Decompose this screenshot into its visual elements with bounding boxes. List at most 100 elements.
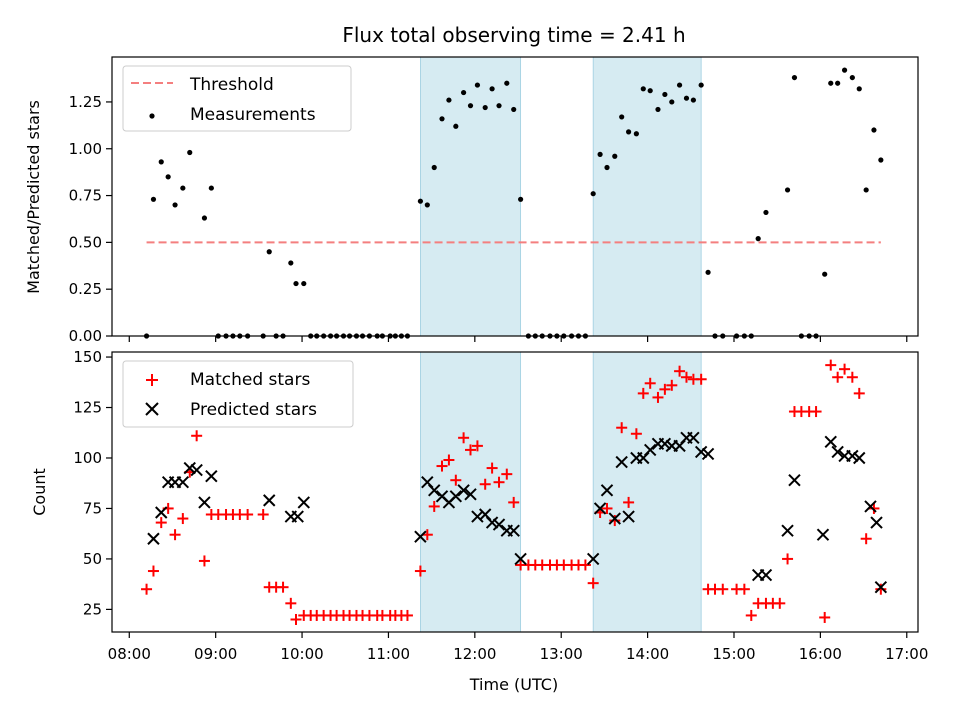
measurement-point [489, 86, 495, 92]
matched-star-point [774, 597, 786, 609]
predicted-star-point [870, 516, 883, 529]
predicted-star-point [291, 510, 304, 523]
count-panel-ylabel: Count [30, 468, 49, 516]
legend-predicted-label: Predicted stars [190, 400, 317, 420]
measurement-point [863, 187, 869, 193]
matched-star-point [616, 422, 628, 434]
measurement-point [266, 249, 272, 255]
matched-star-point [508, 496, 520, 508]
predicted-star-point [759, 568, 773, 582]
x-tick-label: 13:00 [540, 645, 583, 663]
matched-star-point [601, 502, 613, 514]
x-tick-label: 12:00 [453, 645, 496, 663]
predicted-star-point [428, 484, 441, 497]
measurement-point [474, 82, 481, 88]
shaded-interval [420, 56, 522, 337]
matched-star-point [623, 496, 635, 508]
predicted-star-point [853, 451, 866, 465]
y-tick-label: 25 [83, 600, 102, 618]
measurement-point [626, 129, 632, 135]
matched-star-point [839, 363, 851, 375]
measurement-point [662, 91, 668, 98]
measurement-point [841, 67, 848, 73]
matched-star-point [458, 432, 470, 444]
x-tick-label: 10:00 [280, 645, 323, 663]
matched-star-point [277, 581, 289, 593]
count-panel-legend: Matched stars Predicted stars [122, 360, 354, 428]
matched-star-point [659, 383, 671, 395]
predicted-star-point [701, 447, 715, 461]
measurement-point [453, 123, 459, 129]
matched-star-point [428, 500, 440, 512]
measurement-point [612, 153, 618, 159]
predicted-star-point [198, 496, 211, 509]
matched-star-point [738, 583, 750, 595]
measurement-point [856, 86, 862, 92]
predicted-star-point [183, 461, 196, 475]
measurement-point [683, 95, 690, 101]
measurement-point [633, 131, 639, 137]
predicted-star-point [864, 500, 877, 513]
predicted-star-point [414, 530, 427, 543]
ratio-panel-legend: Threshold Measurements [122, 65, 352, 132]
predicted-star-point [622, 510, 635, 523]
predicted-star-point [155, 506, 168, 519]
predicted-star-point [297, 496, 310, 509]
matched-star-point [242, 509, 254, 521]
x-tick-label: 16:00 [799, 645, 842, 663]
x-tick-label: 08:00 [108, 645, 151, 663]
measurement-point [597, 151, 603, 157]
predicted-star-point [831, 445, 844, 459]
matched-star-point [745, 609, 757, 621]
y-tick-label: 125 [73, 399, 102, 417]
y-tick-label: 1.25 [69, 93, 102, 111]
y-tick-label: 100 [73, 449, 102, 467]
measurement-point [669, 99, 675, 105]
matched-star-point [285, 597, 297, 609]
matched-star-point [717, 583, 729, 595]
x-tick-label: 17:00 [885, 645, 928, 663]
measurement-point [158, 159, 164, 165]
matched-star-point [666, 379, 678, 391]
measurement-point [150, 196, 157, 202]
measurement-point [165, 174, 171, 180]
measurement-point [482, 104, 488, 111]
matched-star-point [290, 613, 302, 625]
matched-star-point [443, 454, 455, 466]
matched-star-point [471, 440, 483, 452]
measurement-point [187, 149, 193, 156]
matched-star-point [853, 387, 865, 399]
predicted-star-point [457, 484, 470, 497]
legend-measurements-swatch [149, 113, 155, 119]
predicted-star-point [658, 437, 672, 451]
measurement-point [828, 80, 834, 86]
legend-measurements-label: Measurements [190, 105, 316, 125]
legend-threshold-label: Threshold [189, 75, 274, 95]
measurement-point [431, 164, 437, 171]
measurement-point [301, 280, 307, 287]
measurement-point [496, 103, 502, 109]
matched-star-point [450, 474, 462, 486]
measurement-point [690, 97, 696, 103]
matched-star-point [825, 359, 837, 371]
predicted-star-point [147, 532, 160, 545]
matched-star-point [680, 371, 692, 383]
matched-star-point [147, 565, 159, 577]
matched-star-point [637, 387, 649, 399]
matched-star-point [141, 583, 153, 595]
measurement-point [849, 74, 855, 81]
matched-star-point [652, 391, 664, 403]
measurement-point [655, 106, 661, 113]
matched-star-point [257, 509, 269, 521]
measurement-point [878, 157, 884, 163]
matched-star-point [587, 577, 599, 589]
shaded-interval [592, 351, 702, 633]
matched-star-point [169, 529, 181, 541]
y-tick-label: 75 [83, 499, 102, 517]
matched-star-point [198, 555, 210, 567]
measurement-point [784, 187, 791, 193]
legend-predicted-swatch [145, 402, 159, 416]
y-tick-label: 0.25 [69, 280, 102, 298]
measurement-point [619, 114, 625, 120]
